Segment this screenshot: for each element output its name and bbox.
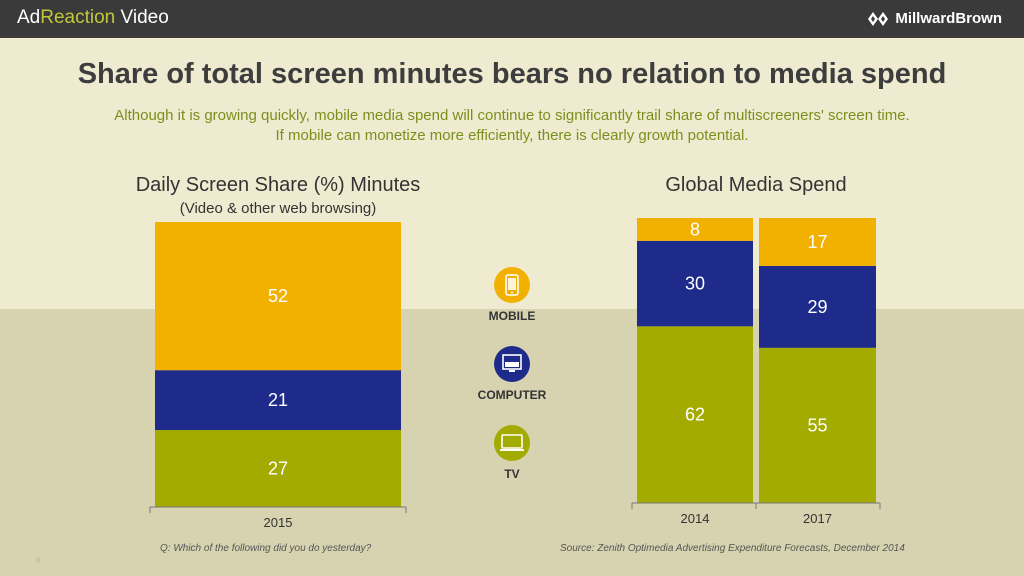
brand-right-text: MillwardBrown (895, 10, 1002, 27)
legend-swatch-tv (494, 425, 530, 461)
legend-item-computer: COMPUTER (452, 346, 572, 402)
bar-segment-tv-2015 (155, 430, 401, 507)
bar-segment-mobile-2017 (759, 218, 876, 266)
brand-part-ad: Ad (17, 7, 41, 28)
bar-segment-mobile-2015 (155, 222, 401, 371)
bar-segment-mobile-2014 (637, 218, 753, 241)
x-tick-label-2017: 2017 (803, 511, 832, 526)
bar-segment-computer-2015 (155, 370, 401, 431)
page-subtitle: Although it is growing quickly, mobile m… (40, 106, 984, 146)
left-chart-title: Daily Screen Share (%) Minutes (135, 174, 421, 196)
right-chart-title: Global Media Spend (665, 174, 847, 196)
legend-label-computer: COMPUTER (477, 388, 547, 402)
page-title: Share of total screen minutes bears no r… (77, 58, 947, 90)
data-label-tv-2014: 62 (685, 405, 705, 425)
legend-item-tv: TV (452, 425, 572, 481)
legend-item-mobile: MOBILE (452, 267, 572, 323)
bar-segment-tv-2017 (759, 347, 876, 503)
data-label-mobile-2017: 17 (807, 232, 827, 252)
subtitle-line-2: If mobile can monetize more efficiently,… (275, 127, 749, 144)
page-number: 8 (36, 556, 41, 565)
x-tick-label-2014: 2014 (681, 511, 710, 526)
computer-icon (502, 354, 522, 372)
legend-swatch-mobile (494, 267, 530, 303)
phone-icon (505, 274, 519, 296)
bar-segment-computer-2014 (637, 240, 753, 327)
bar-segment-tv-2014 (637, 326, 753, 503)
x-tick-label-2015: 2015 (264, 515, 293, 530)
legend-label-tv: TV (504, 467, 520, 481)
data-label-computer-2015: 21 (268, 390, 288, 410)
brand-part-video: Video (115, 7, 169, 28)
data-label-tv-2015: 27 (268, 459, 288, 479)
footnote-question: Q: Which of the following did you do yes… (160, 543, 372, 554)
data-label-tv-2017: 55 (807, 415, 827, 435)
brand-logo-adreaction: AdReaction Video (17, 7, 169, 29)
brand-part-reaction: Reaction (40, 7, 116, 28)
brand-logo-millwardbrown: MillwardBrown (867, 10, 1002, 27)
legend-swatch-computer (494, 346, 530, 382)
data-label-mobile-2015: 52 (268, 286, 288, 306)
bar-segment-computer-2017 (759, 265, 876, 348)
left-chart-subtitle: (Video & other web browsing) (179, 200, 377, 217)
data-label-mobile-2014: 8 (690, 219, 700, 239)
subtitle-line-1: Although it is growing quickly, mobile m… (114, 107, 910, 124)
tv-icon (500, 434, 524, 451)
millwardbrown-diamond-icon (868, 11, 889, 26)
data-label-computer-2017: 29 (807, 297, 827, 317)
header-bar: AdReaction Video MillwardBrown (0, 0, 1024, 38)
data-label-computer-2014: 30 (685, 274, 705, 294)
legend-label-mobile: MOBILE (488, 309, 536, 323)
footnote-source: Source: Zenith Optimedia Advertising Exp… (560, 543, 905, 554)
